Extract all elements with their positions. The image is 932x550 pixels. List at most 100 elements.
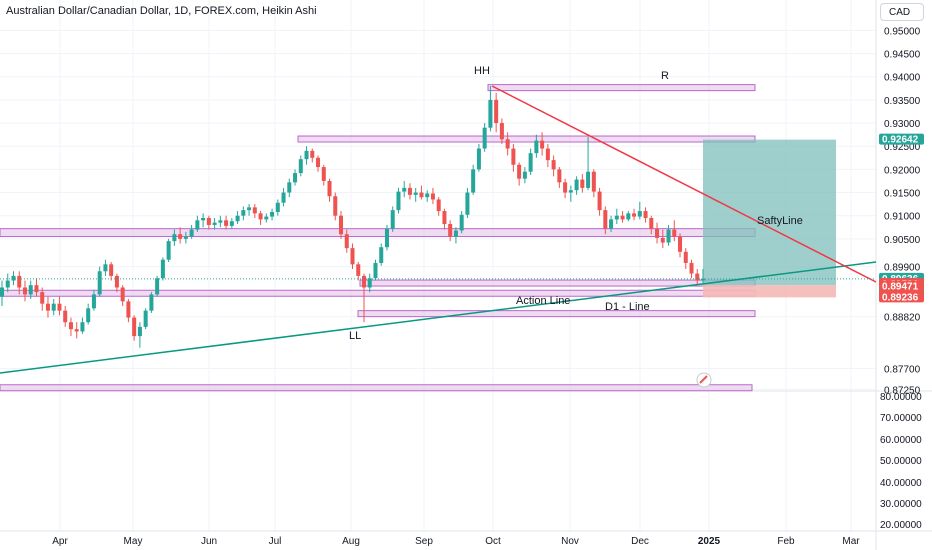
candle-body <box>540 140 545 149</box>
candle-body <box>321 167 326 181</box>
candle-body <box>34 285 39 293</box>
price-tick-label: 0.87250 <box>884 385 921 396</box>
time-tick-label: Dec <box>631 536 649 547</box>
candle-body <box>471 169 476 193</box>
candle-body <box>396 191 401 211</box>
price-label-value: 0.89236 <box>882 292 919 303</box>
candle-body <box>155 278 160 295</box>
candle-body <box>407 187 412 195</box>
price-label-box: 0.89236 <box>879 291 924 303</box>
price-label-bg <box>879 280 924 292</box>
time-tick-label: Aug <box>342 536 360 547</box>
candle-body <box>580 179 585 188</box>
candle-body <box>344 234 349 249</box>
time-tick-label: Oct <box>485 536 501 547</box>
candle-body <box>695 273 700 281</box>
candle-body <box>166 241 171 260</box>
candle-body <box>660 237 665 243</box>
candle-body <box>178 234 183 239</box>
candle-body <box>683 251 688 263</box>
candle-body <box>413 192 418 195</box>
candle-body <box>304 150 309 160</box>
candle-body <box>68 322 73 330</box>
candle-body <box>632 213 637 217</box>
target-zone <box>703 139 836 286</box>
time-axis[interactable]: Apr May Jun Jul Aug Sep Oct Nov Dec 2025 Feb Mar <box>52 536 860 547</box>
candle-body <box>459 214 464 231</box>
candle-body <box>517 164 522 179</box>
price-tick-label: 0.92500 <box>884 142 921 153</box>
candle-body <box>649 218 654 229</box>
candle-body <box>511 148 516 165</box>
candle-body <box>528 153 533 172</box>
candle-body <box>281 192 286 203</box>
candle-body <box>488 99 493 128</box>
candle-body <box>327 180 332 197</box>
currency-button[interactable]: CAD <box>880 3 924 21</box>
long-position-tool[interactable] <box>703 139 836 298</box>
candle-body <box>120 287 125 302</box>
price-label-bg <box>879 291 924 303</box>
candle-body <box>436 199 441 212</box>
candle-body <box>235 215 240 222</box>
candle-body <box>252 207 257 214</box>
candle-body <box>298 159 303 174</box>
price-zones <box>0 84 756 392</box>
price-tick-label: 0.89900 <box>884 263 921 274</box>
candle-body <box>333 196 338 216</box>
candle-body <box>390 210 395 229</box>
candle-body <box>442 211 447 225</box>
candle-body <box>103 264 108 272</box>
candle-body <box>258 213 263 220</box>
price-zone <box>487 84 756 92</box>
candle-body <box>91 294 96 309</box>
candle-body <box>373 262 378 279</box>
candle-body <box>465 192 470 215</box>
candle-body <box>361 275 367 288</box>
candle-body <box>5 280 10 288</box>
candle-body <box>287 182 292 193</box>
candle-body <box>149 294 154 311</box>
candle-body <box>218 220 223 223</box>
candle-body <box>201 218 206 221</box>
candle-body <box>40 292 45 304</box>
candle-body <box>494 99 499 124</box>
candle-body <box>137 326 142 337</box>
candle-body <box>563 182 568 193</box>
price-zone <box>0 384 753 392</box>
candle-body <box>568 190 573 193</box>
candle-body <box>597 191 602 211</box>
candle-body <box>51 303 56 311</box>
price-tick-label: 0.94500 <box>884 50 921 61</box>
candle-body <box>206 218 211 225</box>
price-label-box: 0.89471 <box>879 280 924 293</box>
time-tick-label: Mar <box>842 536 860 547</box>
lower-pane-tick-label: 40.00000 <box>880 478 922 489</box>
price-tick-label: 0.91500 <box>884 189 921 200</box>
candle-body <box>700 278 706 281</box>
candle-body <box>626 213 631 220</box>
price-tick-label: 0.95000 <box>884 26 921 37</box>
candle-body <box>620 215 625 220</box>
candle-body <box>224 220 229 226</box>
candle-body <box>557 169 562 183</box>
lower-pane-tick-label: 30.00000 <box>880 499 922 510</box>
candle-body <box>22 287 27 295</box>
candle-body <box>80 322 85 332</box>
candle-body <box>448 224 453 237</box>
chart-title: Australian Dollar/Canadian Dollar, 1D, F… <box>6 5 317 17</box>
candle-body <box>97 271 102 295</box>
price-axis[interactable]: 0.95000 0.94500 0.94000 0.93500 0.93000 0.925… <box>879 26 924 531</box>
candle-body <box>126 301 131 318</box>
candle-body <box>293 173 298 183</box>
candle-body <box>643 211 648 219</box>
price-tick-label: 0.92000 <box>884 165 921 176</box>
lower-pane-tick-label: 50.00000 <box>880 456 922 467</box>
candle-body <box>482 127 487 149</box>
candle-body <box>356 264 361 276</box>
candle-body <box>241 210 246 216</box>
trend-lines[interactable] <box>0 85 877 374</box>
candle-body <box>655 228 660 238</box>
candle-body <box>350 248 355 265</box>
